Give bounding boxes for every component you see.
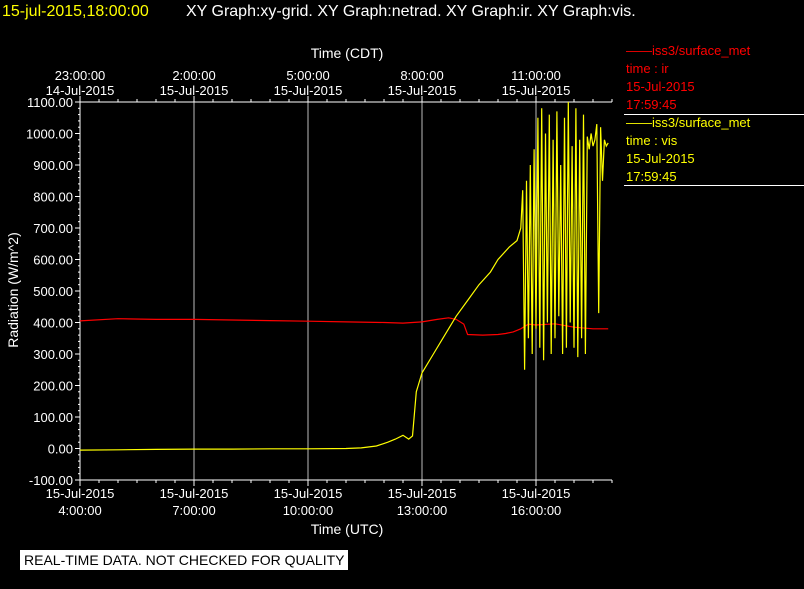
legend-vis-field: time : vis (626, 133, 678, 148)
x-top-tick-label-time: 8:00:00 (400, 68, 443, 83)
x-top-tick-label-time: 23:00:00 (55, 68, 106, 83)
legend-divider (624, 185, 804, 186)
y-tick-label: 1100.00 (27, 95, 73, 110)
x-top-tick-label-date: 15-Jul-2015 (502, 83, 571, 98)
x-top-tick-label-date: 15-Jul-2015 (388, 83, 457, 98)
tick-labels: -100.00 0.00 100.00 200.00 300.00 400.00 500.0… (26, 68, 570, 518)
y-axis-title: Radiation (W/m^2) (5, 232, 21, 348)
x-tick-label-time: 4:00:00 (58, 503, 101, 518)
x-tick-label-time: 16:00:00 (511, 503, 562, 518)
y-tick-label: 900.00 (33, 158, 73, 173)
y-tick-label: 500.00 (33, 284, 73, 299)
x-axis-bottom-title: Time (UTC) (311, 521, 384, 537)
x-tick-label-date: 15-Jul-2015 (388, 486, 457, 501)
series-lines (79, 101, 609, 451)
x-axis-top-title: Time (CDT) (311, 45, 384, 61)
x-top-tick-label-time: 11:00:00 (511, 68, 561, 83)
series-line-vis (79, 101, 609, 451)
x-tick-label-date: 15-Jul-2015 (502, 486, 571, 501)
y-tick-label: -100.00 (29, 473, 73, 488)
x-tick-label-date: 15-Jul-2015 (46, 486, 115, 501)
legend-ir-field: time : ir (626, 61, 669, 76)
grid-lines (193, 102, 537, 480)
legend-vis-source: ——iss3/surface_met (626, 115, 751, 130)
x-tick-label-time: 13:00:00 (397, 503, 448, 518)
legend-vis-time: 17:59:45 (626, 169, 677, 184)
y-tick-label: 0.00 (48, 442, 73, 457)
series-line-ir (79, 317, 609, 336)
legend-divider (624, 114, 804, 115)
x-top-tick-label-time: 5:00:00 (286, 68, 329, 83)
x-tick-label-date: 15-Jul-2015 (274, 486, 343, 501)
y-tick-label: 800.00 (33, 190, 73, 205)
timestamp: 15-jul-2015,18:00:00 (2, 3, 149, 20)
legend-entry-ir: ——iss3/surface_met time : ir 15-Jul-2015… (624, 42, 804, 114)
title-bar: 15-jul-2015,18:00:00 XY Graph:xy-grid. X… (0, 0, 804, 26)
legend-ir-source: ——iss3/surface_met (626, 43, 751, 58)
y-tick-label: 1000.00 (26, 127, 73, 142)
x-top-tick-label-time: 2:00:00 (172, 68, 215, 83)
graph-titles: XY Graph:xy-grid. XY Graph:netrad. XY Gr… (186, 3, 636, 20)
legend-vis-date: 15-Jul-2015 (626, 151, 695, 166)
x-top-tick-label-date: 14-Jul-2015 (46, 83, 115, 98)
y-tick-label: 700.00 (33, 221, 73, 236)
x-tick-label-time: 7:00:00 (172, 503, 215, 518)
axes (75, 96, 613, 486)
y-tick-label: 400.00 (33, 316, 73, 331)
y-tick-label: 200.00 (33, 379, 73, 394)
legend-entry-vis: ——iss3/surface_met time : vis 15-Jul-201… (624, 114, 804, 186)
x-tick-label-date: 15-Jul-2015 (160, 486, 229, 501)
x-top-tick-label-date: 15-Jul-2015 (160, 83, 229, 98)
x-top-tick-label-date: 15-Jul-2015 (274, 83, 343, 98)
y-tick-label: 600.00 (33, 253, 73, 268)
legend-ir-date: 15-Jul-2015 (626, 79, 695, 94)
x-tick-label-time: 10:00:00 (283, 503, 334, 518)
y-tick-label: 100.00 (33, 410, 73, 425)
legend-ir-time: 17:59:45 (626, 97, 677, 112)
y-tick-label: 300.00 (33, 347, 73, 362)
quality-warning-banner: REAL-TIME DATA. NOT CHECKED FOR QUALITY (20, 550, 349, 570)
legend: ——iss3/surface_met time : ir 15-Jul-2015… (624, 42, 804, 186)
